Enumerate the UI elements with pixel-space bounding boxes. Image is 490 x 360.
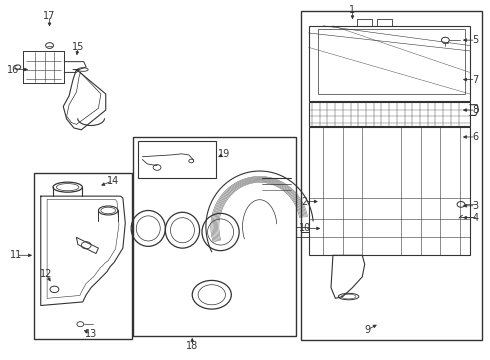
Text: 1: 1	[349, 5, 356, 15]
Bar	[296, 226, 309, 237]
Bar	[139, 140, 216, 178]
Text: 2: 2	[301, 197, 308, 207]
Text: 13: 13	[85, 329, 97, 339]
Text: 18: 18	[186, 341, 198, 351]
Text: 19: 19	[219, 149, 231, 159]
Bar	[309, 102, 470, 126]
Text: 3: 3	[472, 201, 479, 211]
Text: 16: 16	[7, 64, 19, 75]
Bar	[309, 127, 470, 255]
Bar	[318, 30, 465, 94]
Text: 6: 6	[472, 132, 479, 142]
Text: 5: 5	[472, 35, 479, 45]
Text: 4: 4	[472, 213, 479, 222]
Bar	[133, 137, 296, 336]
Text: 17: 17	[44, 11, 56, 21]
Text: 14: 14	[107, 176, 119, 186]
Text: 8: 8	[472, 105, 479, 115]
Text: 10: 10	[298, 224, 311, 233]
Bar	[34, 173, 132, 338]
Text: 11: 11	[10, 250, 23, 260]
Bar	[309, 26, 470, 101]
Text: 7: 7	[472, 75, 479, 85]
Bar	[301, 12, 482, 339]
Text: 9: 9	[364, 325, 370, 335]
Text: 12: 12	[40, 269, 52, 279]
Text: 15: 15	[72, 42, 84, 52]
